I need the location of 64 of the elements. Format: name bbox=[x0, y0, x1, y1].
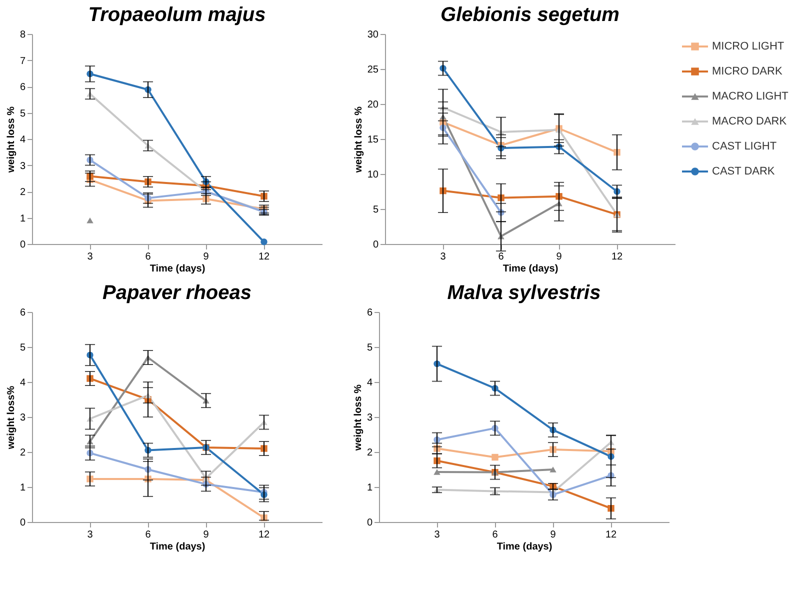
x-tick-label: 12 bbox=[258, 530, 270, 540]
y-tick-label: 5 bbox=[366, 342, 373, 354]
y-tick-label: 1 bbox=[20, 482, 26, 494]
y-tick-label: 0 bbox=[20, 240, 26, 250]
y-tick-label: 15 bbox=[367, 134, 379, 146]
legend-label: MACRO DARK bbox=[712, 116, 788, 128]
y-tick-label: 20 bbox=[367, 100, 379, 110]
y-tick-label: 5 bbox=[372, 204, 379, 216]
x-tick-label: 6 bbox=[145, 530, 152, 540]
x-tick-label: 6 bbox=[145, 252, 152, 262]
y-axis-title: weight loss % bbox=[6, 106, 17, 174]
y-tick-label: 30 bbox=[367, 30, 379, 40]
y-tick-label: 4 bbox=[20, 134, 26, 146]
y-tick-label: 2 bbox=[366, 448, 373, 458]
y-axis-title: weight loss % bbox=[352, 384, 364, 452]
y-tick-label: 5 bbox=[20, 108, 26, 120]
x-tick-label: 9 bbox=[556, 252, 562, 262]
y-tick-label: 3 bbox=[20, 160, 26, 172]
y-tick-label: 6 bbox=[366, 308, 373, 318]
y-tick-label: 0 bbox=[366, 518, 373, 528]
y-tick-label: 0 bbox=[372, 240, 379, 250]
legend-label: CAST LIGHT bbox=[712, 140, 777, 152]
y-tick-label: 4 bbox=[366, 378, 373, 388]
y-tick-label: 2 bbox=[20, 187, 26, 198]
y-tick-label: 10 bbox=[367, 170, 379, 180]
chart-title: Tropaeolum majus bbox=[88, 4, 266, 26]
y-tick-label: 1 bbox=[20, 213, 26, 224]
y-tick-label: 6 bbox=[20, 82, 26, 93]
y-axis-title: weight loss % bbox=[353, 106, 364, 174]
y-tick-label: 2 bbox=[20, 448, 26, 458]
y-tick-label: 3 bbox=[20, 412, 26, 424]
x-tick-label: 9 bbox=[203, 252, 210, 262]
x-tick-label: 6 bbox=[492, 530, 498, 540]
legend-label: MICRO DARK bbox=[712, 66, 783, 78]
x-tick-label: 12 bbox=[611, 252, 623, 262]
y-tick-label: 5 bbox=[20, 342, 26, 354]
x-tick-label: 9 bbox=[203, 530, 210, 540]
x-tick-label: 12 bbox=[258, 252, 270, 262]
y-tick-label: 7 bbox=[20, 56, 26, 67]
y-tick-label: 25 bbox=[367, 64, 379, 76]
x-axis-title: Time (days) bbox=[502, 264, 558, 274]
x-axis-title: Time (days) bbox=[150, 264, 206, 274]
x-axis-title: Time (days) bbox=[496, 542, 552, 552]
y-tick-label: 6 bbox=[20, 308, 26, 318]
chart-title: Papaver rhoeas bbox=[102, 282, 252, 304]
x-tick-label: 3 bbox=[440, 252, 446, 262]
y-tick-label: 4 bbox=[20, 378, 26, 388]
chart-title: Malva sylvestris bbox=[447, 282, 601, 304]
x-tick-label: 9 bbox=[550, 530, 556, 540]
y-tick-label: 1 bbox=[366, 482, 373, 494]
x-tick-label: 12 bbox=[605, 530, 617, 540]
legend-label: MACRO LIGHT bbox=[712, 90, 789, 102]
y-tick-label: 3 bbox=[366, 412, 373, 424]
y-axis-title: weight loss% bbox=[6, 386, 17, 450]
x-axis-title: Time (days) bbox=[150, 542, 206, 552]
chart-title: Glebionis segetum bbox=[440, 4, 620, 26]
legend-label: CAST DARK bbox=[712, 166, 776, 178]
x-tick-label: 3 bbox=[434, 530, 440, 540]
x-tick-label: 3 bbox=[87, 252, 94, 262]
y-tick-label: 8 bbox=[20, 30, 26, 40]
y-tick-label: 0 bbox=[20, 518, 26, 528]
x-tick-label: 6 bbox=[498, 252, 504, 262]
legend-label: MICRO LIGHT bbox=[712, 40, 784, 52]
x-tick-label: 3 bbox=[87, 530, 94, 540]
